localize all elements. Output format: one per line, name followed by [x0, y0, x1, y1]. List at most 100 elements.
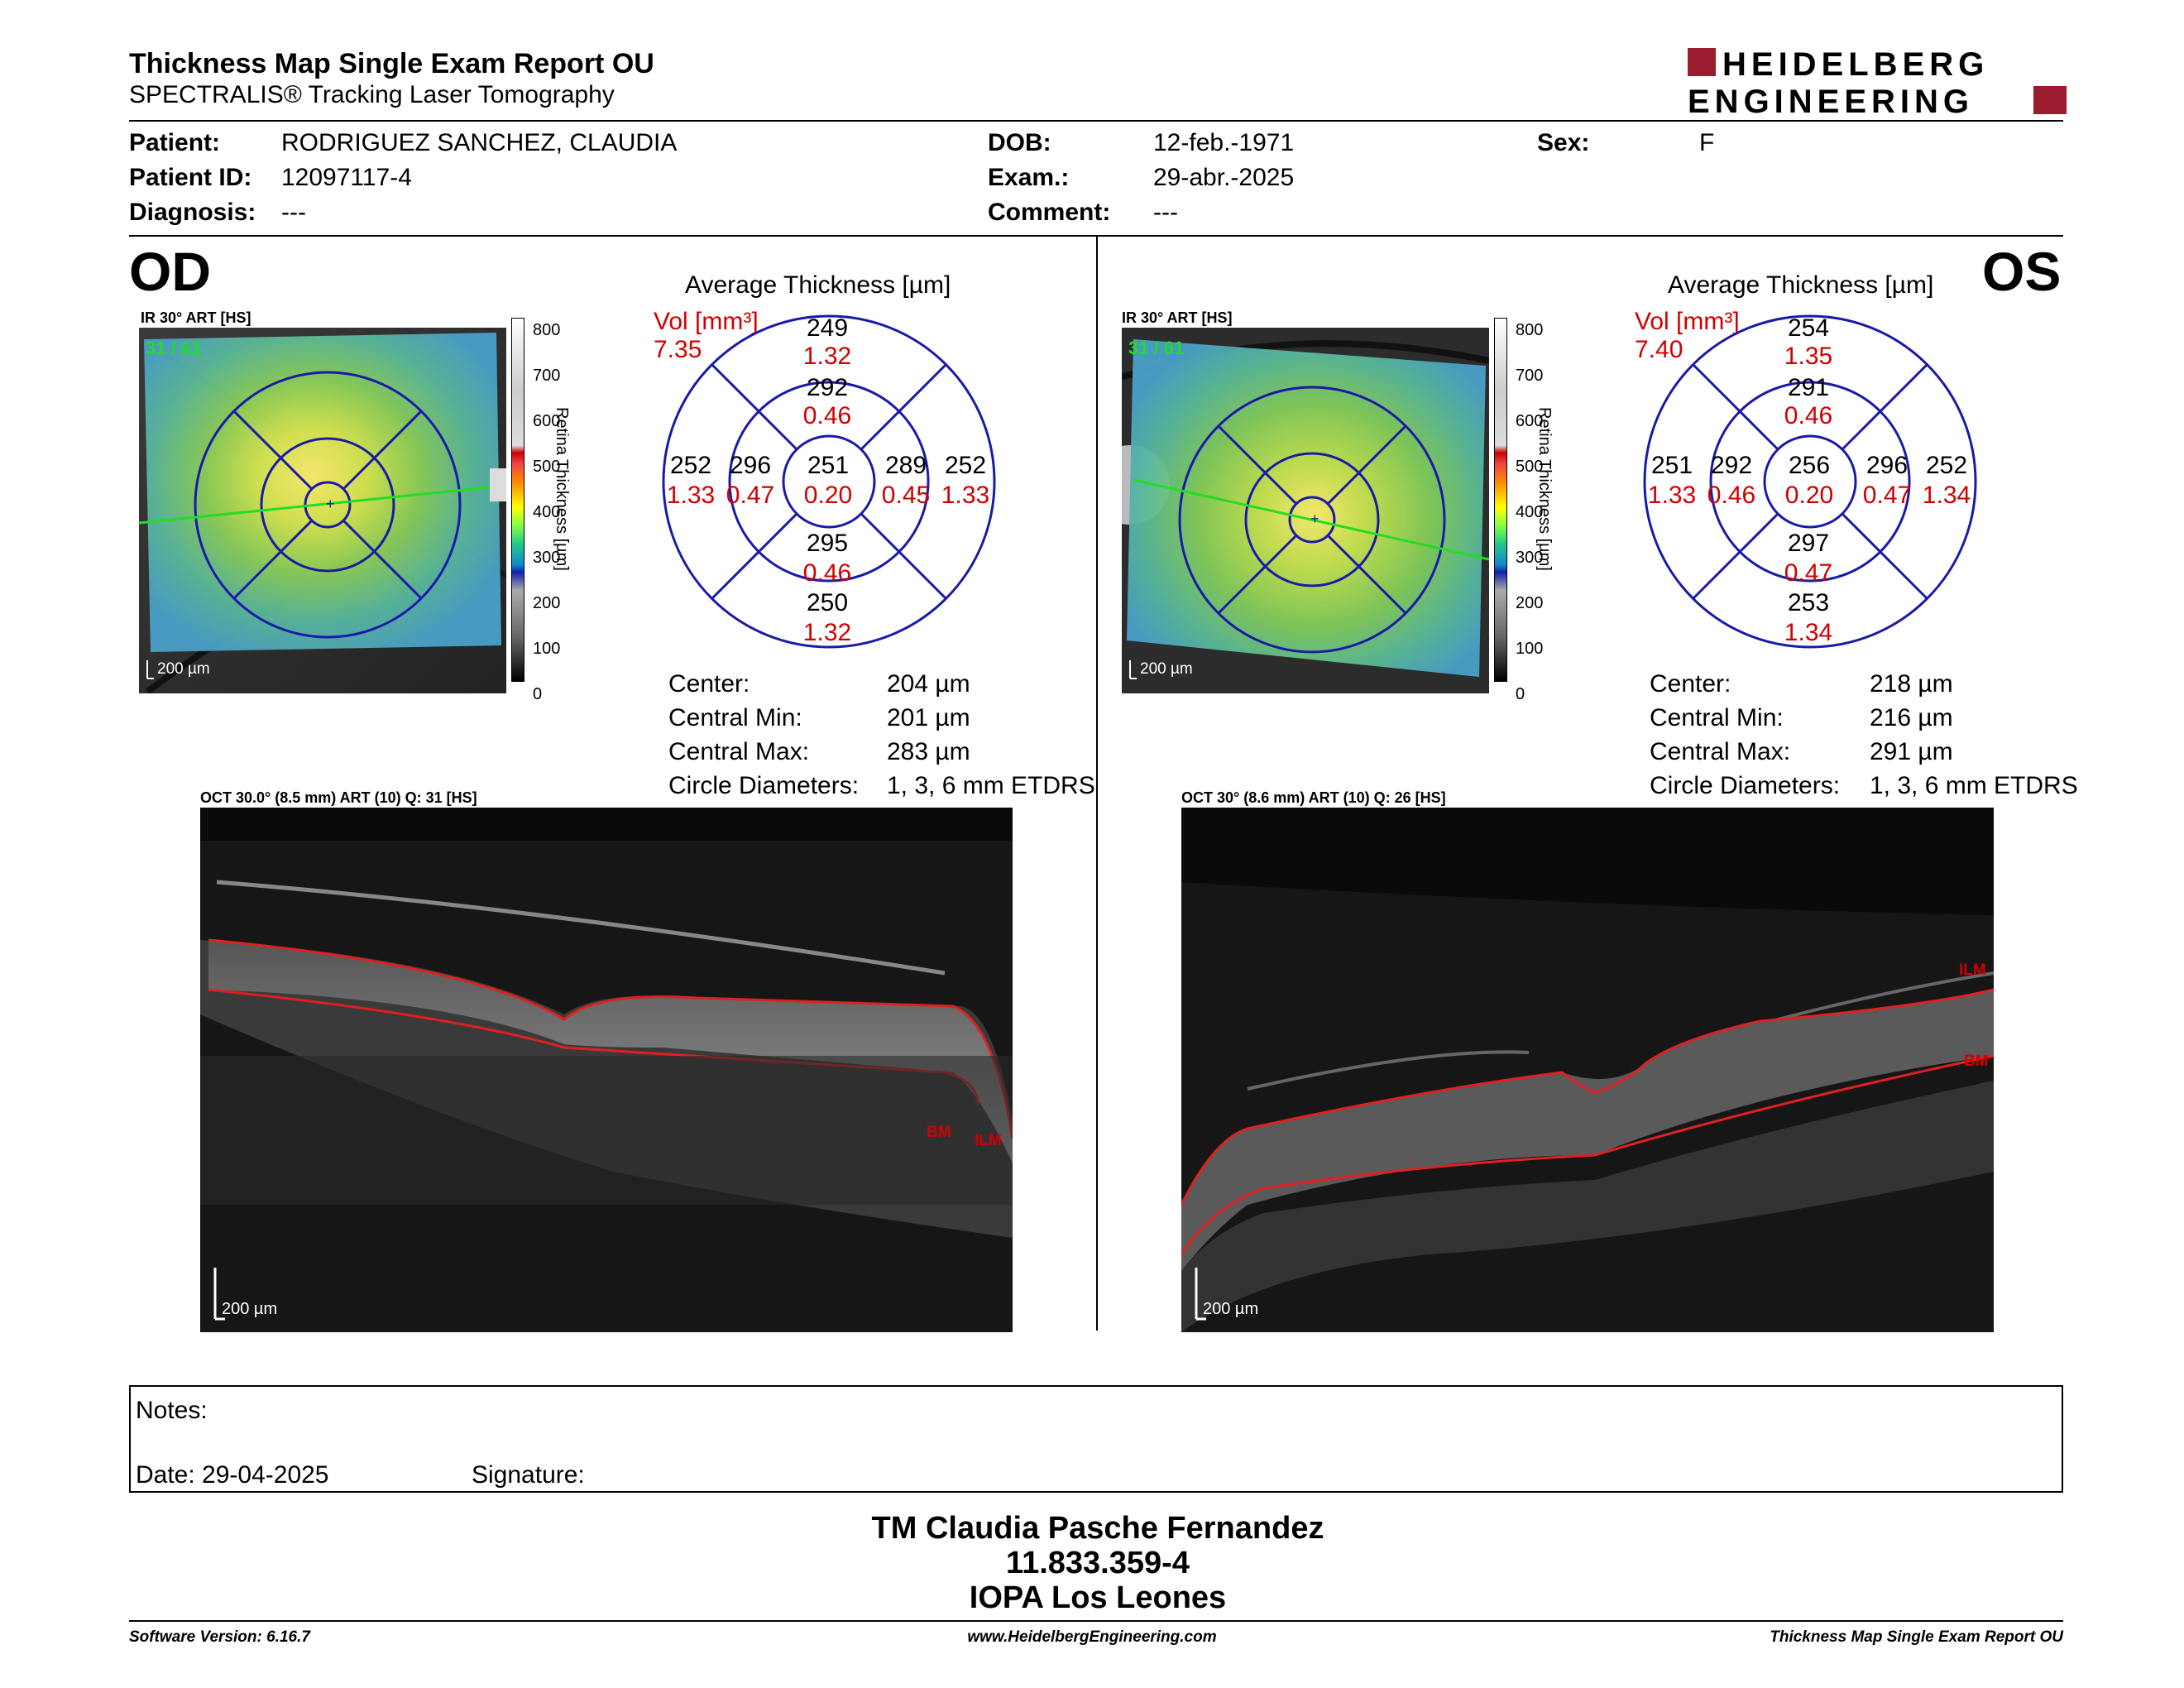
od-diam-label: Circle Diameters: — [668, 772, 860, 799]
od-inner-top-thickness: 292 — [806, 374, 849, 401]
od-center-volume: 0.20 — [803, 482, 853, 509]
od-ilm-label: ILM — [975, 1132, 1002, 1149]
report-subtitle: SPECTRALIS® Tracking Laser Tomography — [129, 81, 615, 108]
os-center-value: 218 µm — [1870, 670, 1953, 698]
os-ir-caption: IR 30° ART [HS] — [1122, 309, 1233, 326]
sex-value: F — [1699, 129, 1715, 156]
od-outer-left-thickness: 252 — [669, 452, 712, 479]
logo-line1: HEIDELBERG — [1722, 46, 1989, 83]
os-outer-right-thickness: 252 — [1925, 452, 1968, 479]
os-outer-right-volume: 1.34 — [1922, 482, 1971, 509]
svg-text:+: + — [326, 496, 335, 512]
os-inner-left-volume: 0.46 — [1707, 482, 1756, 509]
exam-label: Exam.: — [988, 164, 1070, 191]
os-min-value: 216 µm — [1870, 704, 1953, 731]
od-colorbar-ticks: 800 700 600 500 400 300 200 100 0 — [533, 321, 561, 703]
od-max-value: 283 µm — [887, 738, 970, 765]
eye-divider — [1096, 237, 1098, 1331]
od-inner-left-volume: 0.47 — [726, 482, 775, 509]
exam-value: 29-abr.-2025 — [1153, 164, 1295, 191]
od-center-value: 204 µm — [887, 670, 970, 698]
od-outer-top-volume: 1.32 — [802, 343, 852, 370]
diagnosis-value: --- — [281, 199, 306, 226]
logo-line2: ENGINEERING — [1688, 84, 1974, 117]
date-label: Date: 29-04-2025 — [136, 1461, 329, 1489]
footer-rule — [129, 1620, 2063, 1622]
signoff-rut: 11.833.359-4 — [1006, 1546, 1190, 1580]
footer-website[interactable]: www.HeidelbergEngineering.com — [967, 1628, 1217, 1646]
os-outer-top-thickness: 254 — [1787, 314, 1830, 342]
os-inner-bottom-volume: 0.47 — [1784, 559, 1833, 587]
os-inner-right-volume: 0.47 — [1862, 482, 1912, 509]
footer-report-name: Thickness Map Single Exam Report OU — [1770, 1628, 2063, 1646]
notes-box[interactable] — [129, 1385, 2063, 1493]
os-max-label: Central Max: — [1650, 738, 1791, 765]
od-colorbar — [511, 318, 524, 682]
od-max-label: Central Max: — [668, 738, 810, 765]
report-title: Thickness Map Single Exam Report OU — [129, 48, 654, 79]
comment-value: --- — [1153, 199, 1178, 226]
svg-text:+: + — [1310, 511, 1320, 527]
od-ir-caption: IR 30° ART [HS] — [141, 309, 251, 326]
patient-id-label: Patient ID: — [129, 164, 252, 191]
os-inner-top-volume: 0.46 — [1784, 402, 1833, 429]
os-outer-bottom-volume: 1.34 — [1784, 619, 1833, 646]
os-vol-label: Vol [mm³] — [1635, 308, 1740, 335]
heidelberg-logo: HEIDELBERG ENGINEERING — [1688, 46, 2068, 120]
header-rule — [129, 120, 2063, 122]
diagnosis-label: Diagnosis: — [129, 199, 256, 226]
od-outer-right-volume: 1.33 — [941, 482, 990, 509]
signature-label: Signature: — [472, 1461, 585, 1489]
od-inner-top-volume: 0.46 — [802, 402, 852, 429]
od-thickness-map: + 31 / 61 200 µm — [138, 328, 508, 695]
os-inner-right-thickness: 296 — [1866, 452, 1909, 479]
od-inner-right-thickness: 289 — [884, 452, 927, 479]
od-min-value: 201 µm — [887, 704, 970, 731]
od-ir-scale: 200 µm — [157, 660, 210, 678]
os-oct-scale: 200 µm — [1203, 1300, 1258, 1318]
patient-id: 12097117-4 — [281, 164, 412, 191]
od-inner-left-thickness: 296 — [729, 452, 772, 479]
signoff-institution: IOPA Los Leones — [969, 1580, 1227, 1615]
od-vol-total: 7.35 — [654, 336, 702, 363]
od-min-label: Central Min: — [668, 704, 802, 731]
os-bm-label: BM — [1964, 1053, 1989, 1070]
od-inner-right-volume: 0.45 — [881, 482, 931, 509]
od-center-label: Center: — [668, 670, 750, 698]
od-oct-caption: OCT 30.0° (8.5 mm) ART (10) Q: 31 [HS] — [200, 789, 477, 806]
os-thickness-map: + 31 / 61 200 µm — [1090, 328, 1490, 693]
os-inner-bottom-thickness: 297 — [1787, 530, 1830, 557]
notes-label: Notes: — [136, 1397, 208, 1424]
os-outer-bottom-thickness: 253 — [1787, 589, 1830, 616]
od-inner-bottom-volume: 0.46 — [802, 559, 852, 587]
os-vol-total: 7.40 — [1635, 336, 1684, 363]
od-avg-title: Average Thickness [µm] — [685, 271, 951, 299]
od-center-thickness: 251 — [807, 452, 850, 479]
os-eye-label: OS — [1982, 241, 2062, 302]
od-bm-label: BM — [927, 1124, 951, 1141]
sex-label: Sex: — [1537, 129, 1590, 156]
os-outer-top-volume: 1.35 — [1784, 343, 1833, 370]
dob-label: DOB: — [988, 129, 1051, 156]
os-inner-top-thickness: 291 — [1787, 374, 1830, 401]
od-outer-bottom-volume: 1.32 — [802, 619, 852, 646]
os-colorbar-ticks: 800 700 600 500 400 300 200 100 0 — [1516, 321, 1544, 703]
os-min-label: Central Min: — [1650, 704, 1784, 731]
os-oct-caption: OCT 30° (8.6 mm) ART (10) Q: 26 [HS] — [1181, 789, 1446, 806]
dob-value: 12-feb.-1971 — [1153, 129, 1295, 156]
od-outer-top-thickness: 249 — [806, 314, 849, 342]
os-center-thickness: 256 — [1788, 452, 1831, 479]
os-oct-bscan: ILM BM 200 µm — [1180, 808, 1995, 1332]
od-outer-left-volume: 1.33 — [666, 482, 716, 509]
patient-name-label: Patient: — [129, 129, 221, 156]
od-vol-label: Vol [mm³] — [654, 308, 759, 335]
od-oct-scale: 200 µm — [222, 1300, 277, 1318]
signoff-name: TM Claudia Pasche Fernandez — [871, 1511, 1324, 1546]
os-colorbar — [1494, 318, 1507, 682]
od-outer-right-thickness: 252 — [944, 452, 987, 479]
os-outer-left-thickness: 251 — [1650, 452, 1693, 479]
os-ilm-label: ILM — [1959, 961, 1986, 979]
os-ir-scale: 200 µm — [1140, 660, 1193, 678]
od-frame-count: 31 / 61 — [146, 338, 201, 358]
os-colorbar-label: Retina Thickness [µm] — [1535, 407, 1554, 571]
